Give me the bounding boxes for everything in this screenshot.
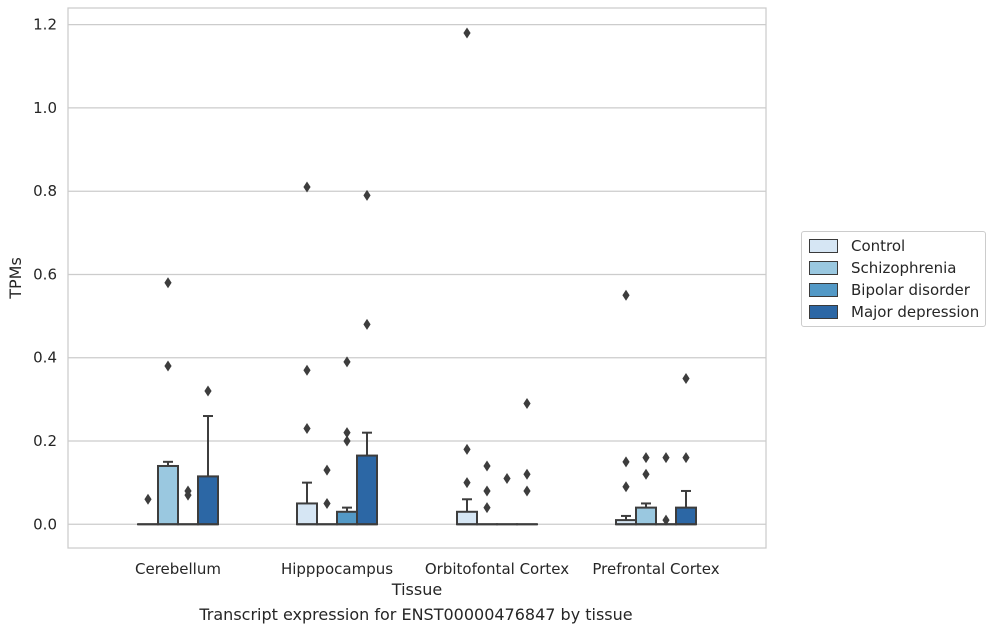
legend-swatch-schizophrenia: [809, 261, 838, 275]
outlier-point-control: [622, 456, 630, 468]
outlier-point-control: [303, 181, 311, 193]
box-major-depression: [197, 475, 219, 526]
x-axis-label: Tissue: [391, 580, 442, 599]
y-tick-label: 0.6: [33, 265, 57, 283]
legend-swatch-bipolar-disorder: [809, 283, 838, 297]
outlier-point-schizophrenia: [164, 360, 172, 372]
boxes: [137, 27, 697, 526]
box-control: [296, 502, 318, 526]
box-major-depression: [675, 506, 697, 526]
outlier-point-control: [144, 493, 152, 505]
gridlines: [68, 24, 766, 525]
outlier-point-schizophrenia: [323, 464, 331, 476]
outlier-point-control: [303, 364, 311, 376]
y-axis-label: TPMs: [6, 257, 25, 300]
outlier-point-schizophrenia: [323, 497, 331, 509]
outlier-point-bipolar-disorder: [343, 435, 351, 447]
outlier-point-major-depression: [363, 189, 371, 201]
outlier-point-bipolar-disorder: [343, 427, 351, 439]
outlier-point-bipolar-disorder: [662, 452, 670, 464]
outlier-point-schizophrenia: [164, 277, 172, 289]
outlier-point-major-depression: [523, 485, 531, 497]
outlier-point-schizophrenia: [483, 460, 491, 472]
legend-item-control: Control: [809, 235, 905, 257]
outlier-point-schizophrenia: [483, 502, 491, 514]
outlier-point-schizophrenia: [642, 468, 650, 480]
outlier-point-control: [463, 443, 471, 455]
y-tick-label: 0.0: [33, 515, 57, 533]
outlier-point-schizophrenia: [483, 485, 491, 497]
legend-swatch-control: [809, 239, 838, 253]
legend-label-major-depression: Major depression: [851, 303, 980, 321]
y-tick-label: 0.4: [33, 349, 57, 367]
tick-labels: 0.0 0.2 0.4 0.6 0.8 1.0 1.2 Cerebellum Hipppocam…: [33, 16, 720, 578]
box-schizophrenia: [635, 506, 657, 526]
legend-swatch-major-depression: [809, 305, 838, 319]
box-schizophrenia: [157, 464, 179, 526]
plot-area-frame: [67, 7, 767, 549]
x-tick-label-hipppocampus: Hipppocampus: [281, 560, 393, 578]
chart-caption: Transcript expression for ENST0000047684…: [199, 605, 633, 624]
outlier-point-major-depression: [682, 373, 690, 385]
y-tick-label: 0.2: [33, 432, 57, 450]
legend-label-schizophrenia: Schizophrenia: [851, 259, 957, 277]
outlier-point-major-depression: [204, 385, 212, 397]
outlier-point-major-depression: [363, 318, 371, 330]
legend-label-control: Control: [851, 237, 906, 255]
x-tick-label-orbitofontal-cortex: Orbitofontal Cortex: [425, 560, 569, 578]
x-tick-label-prefrontal-cortex: Prefrontal Cortex: [592, 560, 719, 578]
box-major-depression: [356, 454, 378, 526]
outlier-point-bipolar-disorder: [503, 472, 511, 484]
box-control: [456, 510, 478, 526]
legend-item-bipolar-disorder: Bipolar disorder: [809, 279, 970, 301]
legend-item-major-depression: Major depression: [809, 301, 979, 323]
outlier-point-control: [463, 477, 471, 489]
outlier-point-schizophrenia: [642, 452, 650, 464]
legend-label-bipolar-disorder: Bipolar disorder: [851, 281, 970, 299]
outlier-point-major-depression: [682, 452, 690, 464]
x-tick-label-cerebellum: Cerebellum: [135, 560, 221, 578]
outlier-point-control: [463, 27, 471, 39]
outlier-point-bipolar-disorder: [184, 485, 192, 497]
y-tick-label: 1.0: [33, 99, 57, 117]
outlier-point-control: [303, 423, 311, 435]
outlier-point-major-depression: [523, 398, 531, 410]
outlier-point-bipolar-disorder: [662, 514, 670, 526]
outlier-point-control: [622, 289, 630, 301]
legend-item-schizophrenia: Schizophrenia: [809, 257, 956, 279]
outlier-point-bipolar-disorder: [343, 356, 351, 368]
outlier-point-major-depression: [523, 468, 531, 480]
box-bipolar-disorder: [336, 510, 358, 526]
y-tick-label: 0.8: [33, 182, 57, 200]
outlier-point-control: [622, 481, 630, 493]
legend: Control Schizophrenia Bipolar disorder M…: [801, 231, 986, 327]
y-tick-label: 1.2: [33, 16, 57, 34]
